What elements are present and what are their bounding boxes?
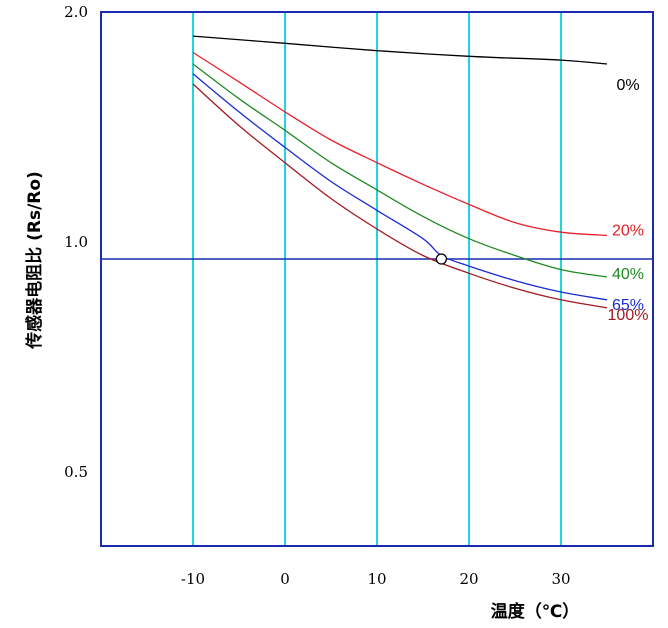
series-label-3: 65% — [612, 297, 644, 314]
x-tick-label-1: 0 — [280, 570, 290, 588]
series-label-4: 100% — [608, 307, 649, 324]
series-label-2: 40% — [612, 266, 644, 283]
series-label-1: 20% — [612, 222, 644, 239]
x-axis-title: 温度（℃） — [491, 601, 580, 622]
grid-lines — [192, 12, 562, 546]
series-line-4 — [192, 83, 608, 309]
y-tick-label-2: 0.5 — [64, 463, 88, 481]
x-tick-label-0: -10 — [181, 570, 205, 588]
series-line-2 — [192, 63, 608, 278]
series-line-1 — [192, 51, 608, 237]
plot-frame — [100, 11, 654, 547]
y-tick-label-1: 1.0 — [64, 233, 88, 251]
y-tick-label-0: 2.0 — [64, 3, 88, 21]
series-label-0: 0% — [616, 77, 639, 94]
x-tick-labels: -10 0 10 20 30 — [181, 570, 571, 588]
marker-point — [435, 253, 448, 265]
series-line-3 — [192, 73, 608, 301]
series-line-0 — [192, 35, 608, 65]
x-tick-label-2: 10 — [367, 570, 386, 588]
series-lines — [192, 35, 608, 309]
y-tick-labels: 2.0 1.0 0.5 — [64, 3, 88, 481]
x-tick-label-3: 20 — [459, 570, 478, 588]
markers — [435, 253, 448, 265]
series-labels: 0% 20% 40% 65%100% — [608, 77, 649, 324]
x-tick-label-4: 30 — [551, 570, 570, 588]
y-axis-title: 传感器电阻比 (Rs/Ro) — [24, 171, 45, 350]
